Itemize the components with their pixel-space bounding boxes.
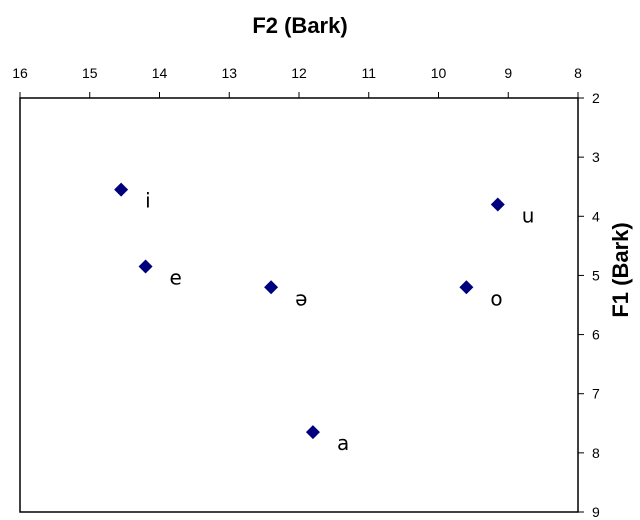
- point-label: ə: [295, 286, 307, 310]
- data-points: i e ə a o u: [114, 182, 535, 455]
- point-label: u: [522, 203, 535, 227]
- point-label: o: [490, 286, 502, 310]
- point-label: e: [170, 266, 182, 290]
- x-tick-label: 9: [504, 65, 512, 81]
- point-marker-4: [459, 280, 474, 295]
- x-tick-label: 11: [361, 65, 376, 81]
- point-label: i: [145, 189, 151, 213]
- point-label: a: [337, 431, 349, 455]
- y-axis: 2 3 4 5 6 7 8 9: [578, 90, 600, 520]
- x-axis: 16 15 14 13 12 11 10 9 8: [12, 65, 582, 98]
- x-tick-label: 16: [12, 65, 28, 81]
- y-axis-title: F1 (Bark): [608, 222, 633, 317]
- x-tick-label: 12: [291, 65, 307, 81]
- point-marker-1: [138, 259, 153, 274]
- y-tick-label: 5: [592, 267, 600, 283]
- y-tick-label: 6: [592, 327, 600, 343]
- point-marker-2: [264, 280, 279, 295]
- x-tick-label: 10: [431, 65, 447, 81]
- x-axis-title: F2 (Bark): [252, 13, 347, 38]
- y-tick-label: 8: [592, 445, 600, 461]
- point-marker-5: [490, 197, 505, 212]
- x-tick-label: 8: [574, 65, 582, 81]
- y-tick-label: 4: [592, 208, 600, 224]
- y-tick-label: 2: [592, 90, 600, 106]
- point-marker-0: [114, 182, 129, 197]
- y-tick-label: 3: [592, 149, 600, 165]
- x-tick-label: 15: [82, 65, 98, 81]
- point-marker-3: [305, 425, 320, 440]
- y-tick-label: 9: [592, 504, 600, 520]
- y-tick-label: 7: [592, 386, 600, 402]
- x-tick-label: 14: [152, 65, 168, 81]
- x-tick-label: 13: [221, 65, 237, 81]
